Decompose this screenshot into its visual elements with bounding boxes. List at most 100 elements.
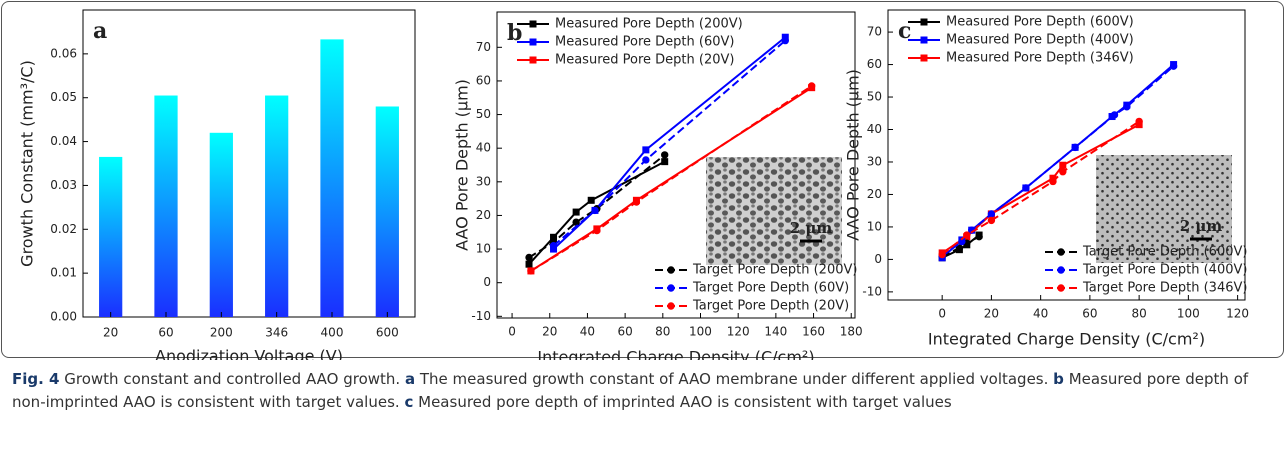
- y-tick-label: 0.02: [50, 222, 77, 236]
- marker: [587, 196, 595, 204]
- y-tick-label: 50: [867, 90, 882, 104]
- bar: [99, 156, 123, 317]
- x-axis-label: Integrated Charge Density (C/cm²): [928, 330, 1205, 349]
- x-tick-label: 120: [727, 325, 750, 339]
- marker: [1110, 111, 1119, 119]
- caption: Fig. 4 Growth constant and controlled AA…: [12, 368, 1267, 414]
- y-tick-label: 70: [867, 25, 882, 39]
- marker: [1135, 117, 1143, 126]
- y-tick-label: 10: [867, 219, 882, 233]
- legend-label: Measured Pore Depth (60V): [555, 35, 734, 50]
- legend-marker: [1057, 248, 1065, 256]
- x-tick-label: 0: [938, 307, 946, 321]
- caption-label: Fig. 4: [12, 370, 60, 388]
- marker: [1059, 168, 1067, 176]
- marker: [661, 158, 669, 166]
- bar: [320, 39, 344, 318]
- legend-marker: [529, 38, 537, 46]
- bar: [375, 106, 399, 317]
- y-tick-label: -10: [471, 309, 491, 323]
- series-line: [530, 85, 813, 272]
- marker: [781, 36, 789, 45]
- marker: [527, 267, 535, 275]
- marker: [642, 156, 650, 164]
- x-tick-label: 160: [802, 325, 825, 339]
- plot-frame: [887, 9, 1246, 301]
- y-tick-label: 0.04: [50, 134, 77, 148]
- marker: [975, 232, 983, 241]
- marker: [807, 82, 816, 90]
- y-tick-label: 0: [483, 275, 491, 289]
- y-tick-label: 30: [867, 154, 882, 168]
- x-tick-label: 346: [265, 326, 288, 340]
- inset-image: [706, 157, 842, 265]
- bar: [265, 95, 289, 318]
- bar: [154, 95, 178, 318]
- x-tick-label: 120: [1226, 307, 1249, 321]
- marker: [963, 231, 971, 239]
- panel-letter: c: [898, 18, 911, 44]
- series-line: [941, 120, 1140, 256]
- legend-label: Target Pore Depth (20V): [692, 299, 849, 314]
- plot-frame: [496, 11, 856, 319]
- legend-label: Measured Pore Depth (200V): [555, 17, 743, 32]
- x-axis-label: Anodization Voltage (V): [155, 347, 343, 361]
- marker: [525, 253, 533, 262]
- marker: [1169, 62, 1178, 70]
- legend-label: Measured Pore Depth (20V): [555, 53, 734, 68]
- y-tick-label: 0.01: [50, 266, 77, 280]
- legend-marker: [667, 302, 675, 310]
- figure-frame: [1, 1, 1284, 358]
- marker: [593, 226, 601, 235]
- x-tick-label: 200: [210, 326, 233, 340]
- y-tick-label: 20: [867, 187, 882, 201]
- y-tick-label: 30: [476, 174, 491, 188]
- series-line: [552, 36, 786, 250]
- legend-label: Measured Pore Depth (346V): [946, 51, 1134, 66]
- x-tick-label: 40: [1033, 307, 1048, 321]
- y-tick-label: 60: [867, 57, 882, 71]
- legend-marker: [667, 266, 675, 274]
- plot-frame: [82, 9, 416, 318]
- legend-label: Target Pore Depth (60V): [692, 281, 849, 296]
- marker: [642, 146, 650, 154]
- legend-marker: [1057, 266, 1065, 274]
- legend-label: Target Pore Depth (600V): [1082, 245, 1247, 260]
- scale-bar-label: 2 μm: [1180, 217, 1223, 235]
- x-tick-label: 400: [321, 326, 344, 340]
- marker: [572, 208, 580, 216]
- caption-title: Growth constant and controlled AAO growt…: [64, 370, 401, 388]
- y-axis-label: AAO Pore Depth (μm): [453, 79, 472, 251]
- legend-label: Target Pore Depth (346V): [1082, 281, 1247, 296]
- y-axis-label: Growth Constant (mm³/C): [18, 60, 37, 267]
- x-tick-label: 20: [542, 325, 557, 339]
- x-tick-label: 600: [376, 326, 399, 340]
- caption-text: Measured pore depth of imprinted AAO is …: [418, 393, 952, 411]
- x-tick-label: 40: [580, 325, 595, 339]
- charts: 0.00 0.01 0.02 0.03 0.04 0.05 0.06 Anodization …: [18, 9, 1249, 361]
- caption-letter: b: [1053, 370, 1064, 388]
- marker: [1049, 177, 1057, 186]
- y-tick-label: -10: [862, 284, 882, 298]
- y-tick-label: 0: [874, 252, 882, 266]
- x-tick-label: 100: [689, 325, 712, 339]
- caption-letter: a: [404, 370, 416, 388]
- caption-text: Measured pore depth of non-imprinted AAO…: [12, 370, 1249, 411]
- x-tick-label: 180: [840, 325, 863, 339]
- x-tick-label: 0: [508, 325, 516, 339]
- x-tick-label: 140: [764, 325, 787, 339]
- y-tick-label: 40: [867, 122, 882, 136]
- y-tick-label: 0.00: [50, 310, 77, 324]
- y-tick-label: 70: [476, 40, 491, 54]
- marker: [550, 233, 558, 241]
- series-line: [528, 154, 666, 259]
- legend-marker: [1057, 284, 1065, 292]
- legend-label: Target Pore Depth (400V): [1082, 263, 1247, 278]
- y-tick-label: 20: [476, 208, 491, 222]
- caption-text: The measured growth constant of AAO memb…: [419, 370, 1049, 388]
- y-tick-label: 0.05: [50, 90, 77, 104]
- caption-letter: c: [404, 393, 414, 411]
- y-axis-label: AAO Pore Depth (μm): [844, 69, 863, 241]
- series-line: [552, 39, 786, 247]
- marker: [1123, 103, 1131, 111]
